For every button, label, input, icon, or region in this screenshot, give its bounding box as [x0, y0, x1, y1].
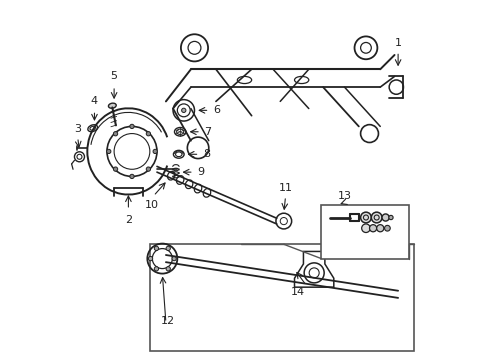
Circle shape: [146, 132, 150, 136]
Circle shape: [113, 167, 118, 171]
Circle shape: [361, 224, 369, 233]
Text: 10: 10: [144, 200, 158, 210]
Circle shape: [388, 215, 392, 220]
Circle shape: [369, 225, 376, 232]
FancyBboxPatch shape: [321, 205, 408, 258]
Circle shape: [166, 246, 170, 251]
Text: 12: 12: [160, 316, 174, 327]
Circle shape: [172, 256, 176, 261]
Text: 11: 11: [278, 183, 292, 193]
Ellipse shape: [108, 103, 116, 108]
Text: 9: 9: [197, 167, 204, 177]
Text: 8: 8: [203, 149, 210, 159]
Text: 7: 7: [204, 127, 211, 137]
Text: 1: 1: [394, 38, 401, 48]
Text: 14: 14: [290, 287, 304, 297]
Circle shape: [148, 256, 152, 261]
Circle shape: [106, 149, 111, 154]
Circle shape: [154, 246, 158, 251]
Circle shape: [381, 214, 388, 221]
Circle shape: [376, 225, 383, 232]
Circle shape: [130, 124, 134, 129]
Circle shape: [146, 167, 150, 171]
Text: 3: 3: [74, 123, 81, 134]
Circle shape: [130, 174, 134, 179]
Circle shape: [154, 267, 158, 271]
Text: 13: 13: [337, 192, 351, 202]
Text: 5: 5: [110, 71, 118, 81]
Circle shape: [384, 225, 389, 231]
Circle shape: [181, 108, 185, 112]
Circle shape: [113, 132, 118, 136]
Circle shape: [153, 149, 157, 154]
Text: 2: 2: [124, 215, 132, 225]
Circle shape: [166, 267, 170, 271]
Circle shape: [370, 212, 381, 223]
FancyBboxPatch shape: [149, 244, 413, 351]
Text: 6: 6: [213, 105, 220, 115]
Text: 4: 4: [91, 96, 98, 106]
Circle shape: [360, 212, 370, 223]
